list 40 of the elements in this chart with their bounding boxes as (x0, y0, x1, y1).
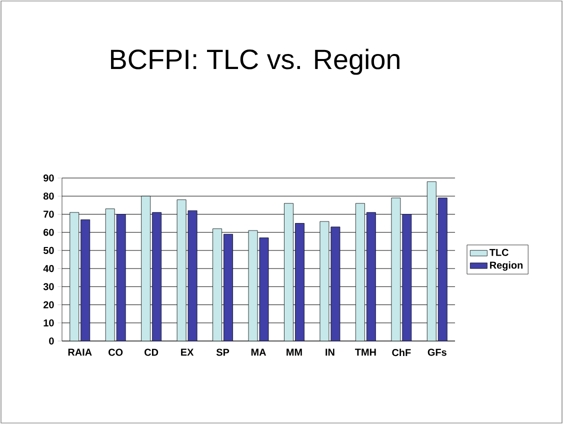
bar (284, 203, 294, 341)
y-tick-label: 40 (43, 265, 54, 272)
bar (80, 219, 90, 341)
x-tick-label: GFs (428, 348, 446, 356)
y-tick-label: 90 (43, 174, 54, 182)
x-tick-label: EX (181, 348, 194, 356)
y-tick-label: 80 (43, 192, 54, 200)
bar (355, 203, 365, 341)
bar (70, 212, 80, 341)
x-tick-label: RAIA (68, 348, 92, 356)
x-tick-label: TMH (355, 348, 376, 356)
bar (391, 198, 401, 341)
bar (152, 212, 162, 341)
y-tick-label: 70 (44, 210, 54, 218)
bar (366, 212, 376, 341)
y-tick-label: 60 (44, 228, 54, 236)
y-tick-label: 30 (43, 283, 54, 290)
bar (438, 198, 448, 341)
x-tick-label: MA (251, 348, 266, 356)
y-tick-label: 50 (43, 246, 54, 254)
x-tick-label: CD (144, 348, 158, 356)
bar (105, 208, 115, 341)
x-tick-label: ChF (392, 348, 411, 356)
bar (141, 196, 151, 341)
y-tick-label: 0 (49, 337, 54, 345)
x-tick-label: SP (216, 348, 230, 356)
y-tick-label: 20 (43, 301, 54, 308)
bar (295, 223, 304, 341)
bar (212, 228, 222, 341)
legend-label: TLC (489, 248, 508, 256)
x-tick-label: IN (326, 348, 334, 356)
y-tick-label: 10 (44, 319, 54, 326)
bar (224, 234, 233, 341)
legend-label: Region (490, 261, 523, 271)
bar (426, 181, 436, 341)
chart-title: BCFPI: TLC vs. Region (111, 48, 400, 75)
x-tick-label: CO (108, 348, 123, 356)
x-tick-label: MM (286, 348, 302, 356)
bar (402, 214, 412, 341)
bar (116, 214, 126, 341)
